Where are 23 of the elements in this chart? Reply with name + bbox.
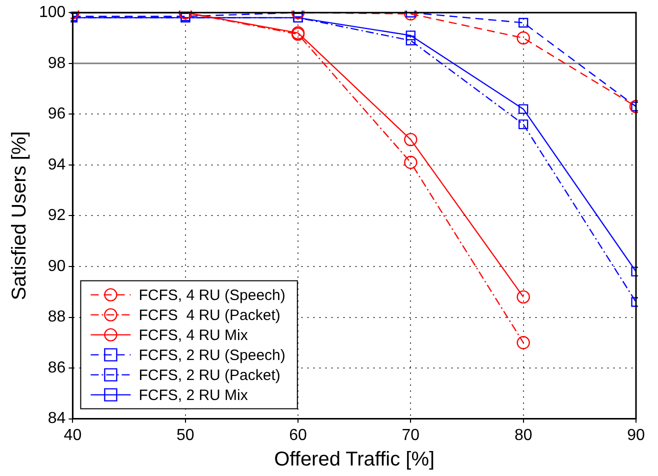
- legend-label: FCFS, 4 RU (Speech): [138, 286, 286, 304]
- x-tick-label: 50: [176, 426, 194, 444]
- x-tick-label: 60: [289, 426, 308, 444]
- y-tick-label: 90: [48, 258, 66, 275]
- x-tick-label: 80: [514, 426, 532, 444]
- legend-label: FCFS, 4 RU Mix: [138, 326, 248, 344]
- y-axis-title: Satisfied Users [%]: [8, 131, 31, 300]
- legend-label: FCFS, 2 RU (Packet): [138, 366, 280, 384]
- legend-label: FCFS, 2 RU (Speech): [138, 346, 286, 364]
- x-tick-label: 90: [627, 426, 645, 444]
- y-tick-label: 94: [48, 156, 66, 174]
- y-tick-label: 92: [48, 207, 66, 224]
- x-axis-title: Offered Traffic [%]: [274, 448, 435, 471]
- legend-label: FCFS, 2 RU Mix: [138, 386, 248, 404]
- y-tick-label: 84: [48, 410, 66, 428]
- y-tick-label: 96: [48, 106, 66, 123]
- y-tick-label: 86: [48, 359, 66, 376]
- x-tick-label: 70: [402, 426, 420, 444]
- y-tick-label: 98: [48, 54, 66, 72]
- x-tick-label: 40: [64, 426, 82, 444]
- y-tick-label: 100: [38, 4, 66, 22]
- y-tick-label: 88: [48, 308, 66, 326]
- legend-label: FCFS 4 RU (Packet): [138, 306, 280, 324]
